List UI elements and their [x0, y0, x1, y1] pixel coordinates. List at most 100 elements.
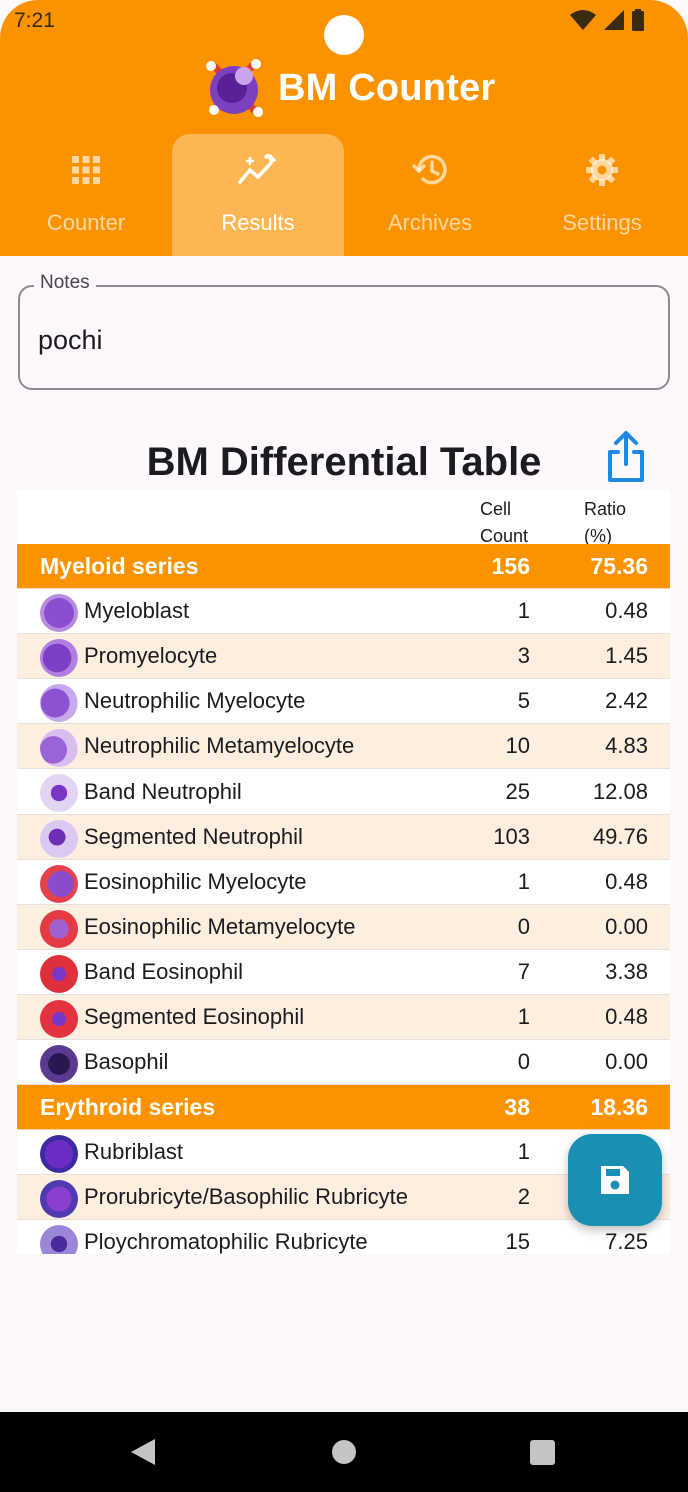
app-logo-icon — [206, 59, 263, 117]
group-name: Erythroid series — [40, 1093, 216, 1120]
table-row[interactable]: Basophil 0 0.00 — [17, 1040, 670, 1086]
cell-name: Eosinophilic Myelocyte — [84, 868, 307, 894]
save-icon — [601, 1166, 629, 1194]
cell-name: Band Eosinophil — [84, 958, 244, 984]
table-row[interactable]: Ploychromatophilic Rubricyte 15 7.25 — [17, 1220, 670, 1254]
table-row[interactable]: Prorubricyte/Basophilic Rubricyte 2 — [17, 1175, 670, 1221]
grid-icon — [71, 152, 101, 188]
notes-field[interactable]: Notes pochi — [18, 272, 670, 390]
wifi-icon — [570, 10, 596, 30]
table-row[interactable]: Segmented Neutrophil 103 49.76 — [17, 814, 670, 860]
table-row[interactable]: Band Neutrophil 25 12.08 — [17, 769, 670, 815]
cell-ratio: 49.76 — [592, 823, 648, 849]
status-icons — [570, 9, 644, 31]
tab-archives[interactable]: Archives — [344, 134, 516, 256]
cell-ratio: 0.48 — [605, 868, 648, 894]
tab-results[interactable]: Results — [172, 134, 344, 256]
cell-name: Eosinophilic Metamyelocyte — [84, 913, 356, 939]
cell-ratio: 18.36 — [590, 1093, 648, 1120]
cell-name: Promyelocyte — [84, 643, 218, 669]
share-button[interactable] — [603, 430, 649, 484]
tab-label: Counter — [46, 210, 126, 235]
tab-counter[interactable]: Counter — [0, 134, 172, 256]
cell-count: 38 — [504, 1093, 530, 1120]
recents-icon[interactable] — [530, 1440, 555, 1465]
neutrophilic-metamyelocyte-icon — [40, 729, 78, 768]
cell-count: 10 — [505, 733, 530, 759]
cell-count: 1 — [517, 868, 530, 894]
table-row[interactable]: Promyelocyte 3 1.45 — [17, 634, 670, 680]
table-row[interactable]: Segmented Eosinophil 1 0.48 — [17, 994, 670, 1041]
eosinophilic-metamyelocyte-icon — [40, 909, 78, 948]
cell-name: Neutrophilic Myelocyte — [84, 688, 306, 714]
cell-count: 1 — [517, 1003, 530, 1029]
segmented-neutrophil-icon — [40, 819, 78, 858]
battery-icon — [632, 9, 644, 31]
cell-count: 103 — [493, 823, 530, 849]
cell-count: 1 — [517, 598, 530, 624]
system-nav-bar — [0, 1412, 688, 1492]
cell-count: 3 — [517, 643, 530, 669]
status-time: 7:21 — [14, 9, 55, 32]
table-row[interactable]: Neutrophilic Myelocyte 5 2.42 — [17, 679, 670, 725]
gear-icon — [585, 152, 619, 188]
cell-name: Rubriblast — [84, 1139, 184, 1165]
cell-count: 156 — [491, 552, 530, 579]
table-row[interactable]: Eosinophilic Metamyelocyte 0 0.00 — [17, 904, 670, 950]
myeloblast-icon — [40, 594, 78, 633]
differential-table: Cell Count Ratio (%) Myeloid series 156 75… — [17, 490, 670, 1254]
cell-ratio: 0.00 — [605, 1049, 648, 1075]
app-header: 7:21 BM Counter Counter — [0, 0, 688, 256]
table-group-row[interactable]: Myeloid series 156 75.36 — [17, 544, 670, 590]
cell-count: 7 — [517, 958, 530, 984]
trending-sparkle-icon — [238, 152, 278, 188]
tab-label: Settings — [562, 210, 642, 235]
cell-name: Segmented Eosinophil — [84, 1003, 305, 1029]
table-row[interactable]: Rubriblast 1 — [17, 1130, 670, 1176]
rubriblast-icon — [40, 1135, 78, 1174]
header-ratio: Ratio (%) — [584, 499, 627, 546]
notes-value[interactable]: pochi — [38, 325, 103, 355]
cell-ratio: 3.38 — [605, 958, 648, 984]
table-group-row[interactable]: Erythroid series 38 18.36 — [17, 1085, 670, 1131]
group-name: Myeloid series — [40, 552, 199, 579]
share-icon — [608, 431, 644, 482]
tab-settings[interactable]: Settings — [516, 134, 688, 256]
cell-count: 0 — [517, 913, 530, 939]
cell-ratio: 1.45 — [605, 643, 648, 669]
cell-count: 2 — [517, 1184, 530, 1210]
cell-ratio: 0.00 — [605, 913, 648, 939]
brand: BM Counter — [204, 56, 495, 120]
cell-count: 15 — [505, 1229, 530, 1254]
tab-label: Archives — [387, 210, 473, 235]
tab-bar: Counter Results Arch — [0, 134, 688, 256]
prorubricyte-icon — [40, 1180, 78, 1219]
home-icon[interactable] — [332, 1440, 356, 1464]
save-button[interactable] — [568, 1134, 662, 1226]
promyelocyte-icon — [40, 639, 78, 678]
table-row[interactable]: Myeloblast 1 0.48 — [17, 589, 670, 635]
cell-name: Basophil — [84, 1049, 169, 1075]
neutrophilic-myelocyte-icon — [40, 684, 78, 723]
table-row[interactable]: Eosinophilic Myelocyte 1 0.48 — [17, 860, 670, 905]
cell-name: Band Neutrophil — [84, 778, 242, 804]
cell-count: 1 — [517, 1139, 530, 1165]
table-row[interactable]: Band Eosinophil 7 3.38 — [17, 950, 670, 995]
eosinophilic-myelocyte-icon — [40, 864, 78, 903]
tab-label: Results — [221, 210, 295, 235]
cell-count: 25 — [505, 778, 530, 804]
cell-ratio: 2.42 — [605, 688, 648, 714]
cell-name: Neutrophilic Metamyelocyte — [84, 733, 355, 759]
cell-count: 0 — [517, 1049, 530, 1075]
tab-active-indicator — [172, 134, 344, 256]
basophil-icon — [40, 1045, 78, 1084]
band-eosinophil-icon — [40, 954, 78, 993]
polychromatophilic-rubricyte-icon — [40, 1225, 78, 1254]
table-body: Myeloid series 156 75.36 Myeloblast 1 0.48 Pro… — [17, 544, 670, 1254]
notes-label: Notes — [34, 272, 96, 294]
history-icon — [412, 152, 448, 188]
cell-name: Segmented Neutrophil — [84, 823, 303, 849]
table-title: BM Differential Table — [146, 440, 542, 484]
back-icon[interactable] — [131, 1439, 155, 1465]
table-row[interactable]: Neutrophilic Metamyelocyte 10 4.83 — [17, 724, 670, 770]
